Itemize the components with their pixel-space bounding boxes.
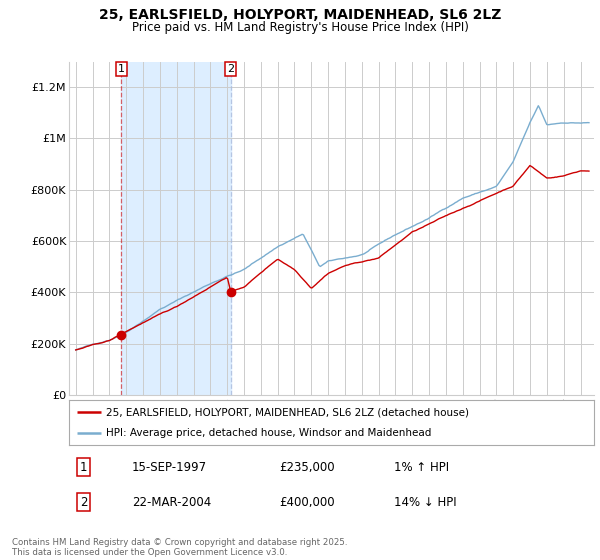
Text: 2: 2: [80, 496, 88, 509]
Text: 15-SEP-1997: 15-SEP-1997: [132, 460, 207, 474]
Text: 25, EARLSFIELD, HOLYPORT, MAIDENHEAD, SL6 2LZ: 25, EARLSFIELD, HOLYPORT, MAIDENHEAD, SL…: [99, 8, 501, 22]
Text: 22-MAR-2004: 22-MAR-2004: [132, 496, 211, 509]
Text: 1: 1: [118, 64, 125, 74]
Bar: [121, 62, 231, 395]
Text: £400,000: £400,000: [279, 496, 335, 509]
Text: 2: 2: [227, 64, 235, 74]
Text: 1: 1: [80, 460, 88, 474]
Text: £235,000: £235,000: [279, 460, 335, 474]
Text: Price paid vs. HM Land Registry's House Price Index (HPI): Price paid vs. HM Land Registry's House …: [131, 21, 469, 34]
Text: 1% ↑ HPI: 1% ↑ HPI: [395, 460, 449, 474]
Text: HPI: Average price, detached house, Windsor and Maidenhead: HPI: Average price, detached house, Wind…: [106, 428, 431, 438]
Text: Contains HM Land Registry data © Crown copyright and database right 2025.
This d: Contains HM Land Registry data © Crown c…: [12, 538, 347, 557]
Text: 25, EARLSFIELD, HOLYPORT, MAIDENHEAD, SL6 2LZ (detached house): 25, EARLSFIELD, HOLYPORT, MAIDENHEAD, SL…: [106, 408, 469, 418]
Text: 14% ↓ HPI: 14% ↓ HPI: [395, 496, 457, 509]
